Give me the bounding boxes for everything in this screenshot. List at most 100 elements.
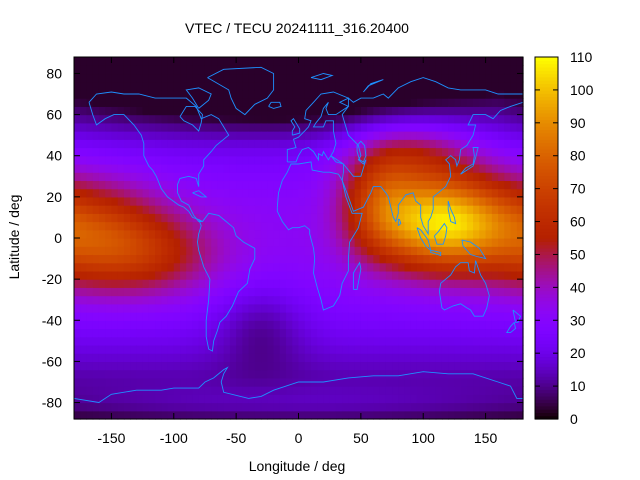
- heatmap-cell: [236, 172, 243, 182]
- heatmap-cell: [310, 336, 318, 346]
- heatmap-cell: [435, 98, 443, 107]
- heatmap-cell: [473, 394, 480, 404]
- heatmap-cell: [217, 98, 225, 107]
- colorbar-segment: [535, 320, 558, 325]
- heatmap-cell: [373, 229, 381, 239]
- heatmap-cell: [342, 295, 349, 305]
- heatmap-cell: [435, 369, 443, 379]
- heatmap-cell: [348, 114, 356, 124]
- heatmap-cell: [223, 122, 231, 132]
- heatmap-cell: [379, 81, 387, 91]
- heatmap-cell: [123, 402, 131, 412]
- heatmap-cell: [117, 106, 125, 116]
- heatmap-cell: [304, 172, 312, 182]
- heatmap-cell: [254, 131, 262, 140]
- heatmap-cell: [410, 353, 418, 363]
- heatmap-cell: [310, 221, 318, 231]
- heatmap-cell: [404, 238, 412, 247]
- heatmap-cell: [105, 122, 113, 132]
- heatmap-cell: [510, 336, 518, 346]
- heatmap-cell: [317, 147, 325, 157]
- heatmap-cell: [86, 131, 94, 140]
- heatmap-cell: [261, 139, 268, 149]
- heatmap-cell: [98, 106, 106, 116]
- heatmap-cell: [74, 131, 81, 140]
- heatmap-cell: [373, 81, 381, 91]
- heatmap-cell: [229, 73, 237, 83]
- heatmap-cell: [398, 139, 406, 149]
- heatmap-cell: [392, 238, 399, 247]
- heatmap-cell: [173, 106, 181, 116]
- heatmap-cell: [410, 369, 418, 379]
- heatmap-cell: [204, 402, 212, 412]
- heatmap-cell: [298, 122, 306, 132]
- heatmap-cell: [248, 73, 256, 83]
- heatmap-cell: [398, 377, 406, 387]
- heatmap-cell: [161, 410, 169, 420]
- heatmap-cell: [148, 196, 156, 206]
- heatmap-cell: [323, 81, 331, 91]
- heatmap-cell: [267, 386, 275, 395]
- heatmap-cell: [317, 205, 325, 214]
- heatmap-cell: [498, 295, 505, 305]
- heatmap-cell: [367, 353, 374, 363]
- heatmap-cell: [155, 188, 162, 198]
- heatmap-cell: [286, 270, 293, 280]
- heatmap-cell: [329, 238, 337, 247]
- heatmap-cell: [98, 65, 106, 75]
- colorbar-segment: [535, 386, 558, 390]
- colorbar: [534, 56, 559, 420]
- heatmap-cell: [111, 114, 119, 124]
- heatmap-cell: [504, 270, 512, 280]
- heatmap-cell: [304, 65, 312, 75]
- heatmap-cell: [466, 246, 474, 256]
- heatmap-cell: [180, 336, 187, 346]
- heatmap-cell: [491, 98, 499, 107]
- heatmap-cell: [292, 320, 300, 330]
- heatmap-cell: [335, 106, 343, 116]
- heatmap-cell: [117, 221, 125, 231]
- heatmap-cell: [485, 114, 493, 124]
- heatmap-cell: [130, 270, 137, 280]
- heatmap-cell: [373, 353, 381, 363]
- heatmap-cell: [167, 122, 175, 132]
- heatmap-cell: [148, 262, 156, 272]
- heatmap-cell: [130, 114, 137, 124]
- heatmap-cell: [298, 394, 306, 404]
- heatmap-cell: [404, 377, 412, 387]
- heatmap-cell: [80, 344, 88, 354]
- heatmap-cell: [367, 238, 374, 247]
- heatmap-cell: [423, 213, 431, 223]
- heatmap-cell: [180, 394, 187, 404]
- heatmap-cell: [423, 81, 431, 91]
- heatmap-cell: [261, 410, 268, 420]
- heatmap-cell: [435, 320, 443, 330]
- heatmap-cell: [329, 287, 337, 297]
- heatmap-cell: [86, 81, 94, 91]
- heatmap-cell: [317, 270, 325, 280]
- heatmap-cell: [229, 221, 237, 231]
- heatmap-cell: [342, 180, 349, 190]
- heatmap-cell: [385, 73, 393, 83]
- x-axis-ticks: -150 -100 -50 0 50 100 150: [97, 57, 497, 446]
- heatmap-cell: [348, 106, 356, 116]
- heatmap-cell: [485, 131, 493, 140]
- heatmap-cell: [279, 131, 287, 140]
- heatmap-cell: [410, 73, 418, 83]
- heatmap-cell: [516, 131, 524, 140]
- heatmap-cell: [223, 353, 231, 363]
- heatmap-cell: [217, 155, 225, 165]
- heatmap-cell: [80, 320, 88, 330]
- heatmap-cell: [105, 196, 113, 206]
- heatmap-cell: [310, 155, 318, 165]
- heatmap-cell: [192, 188, 200, 198]
- heatmap-cell: [310, 229, 318, 239]
- heatmap-cell: [473, 320, 480, 330]
- heatmap-cell: [167, 147, 175, 157]
- heatmap-cell: [161, 114, 169, 124]
- colorbar-segment: [535, 211, 558, 216]
- heatmap-cell: [392, 287, 399, 297]
- colorbar-segment: [535, 280, 558, 285]
- heatmap-cell: [454, 172, 462, 182]
- heatmap-cell: [123, 312, 131, 321]
